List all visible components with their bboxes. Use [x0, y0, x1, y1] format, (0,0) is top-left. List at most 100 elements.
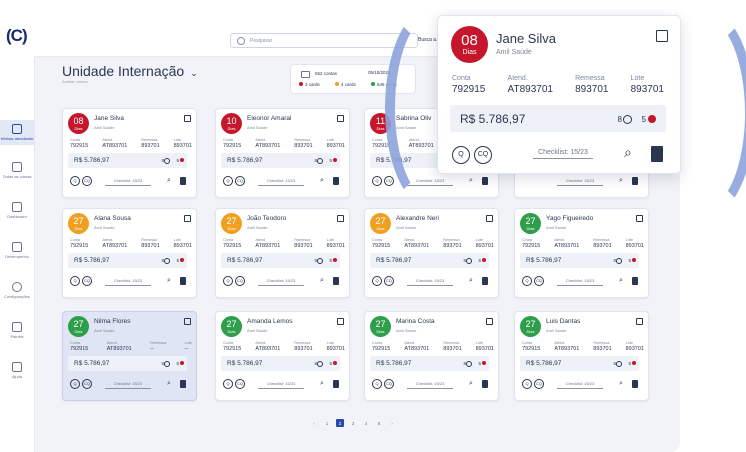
select-checkbox[interactable]	[656, 30, 668, 42]
paperclip-icon[interactable]: ⌕	[619, 277, 623, 284]
account-card[interactable]: 27 Dias Luis Dantas Amil Saúde Conta 79291…	[514, 311, 649, 401]
paperclip-icon[interactable]: ⌕	[469, 277, 473, 284]
pagination-prev[interactable]: ‹	[313, 420, 315, 426]
cq-button[interactable]: CQ	[82, 276, 92, 286]
select-checkbox[interactable]	[337, 115, 344, 122]
q-button[interactable]: Q	[223, 276, 233, 286]
select-checkbox[interactable]	[486, 215, 493, 222]
document-icon[interactable]	[482, 177, 488, 185]
sidebar-item-todas-contas[interactable]: Todas as contas	[0, 162, 34, 179]
account-card[interactable]: 27 Dias Yago Figueiredo Amil Saúde Conta 7…	[514, 208, 649, 298]
paperclip-icon[interactable]: ⌕	[167, 380, 171, 387]
select-checkbox[interactable]	[636, 215, 643, 222]
sidebar-item-ajuda[interactable]: Ajuda	[0, 362, 34, 379]
document-icon[interactable]	[180, 380, 186, 388]
date-range[interactable]: 05/10/2024	[368, 70, 391, 75]
q-button[interactable]: Q	[223, 379, 233, 389]
checklist-link[interactable]: Checklist: 15/23	[258, 278, 304, 286]
checklist-link[interactable]: Checklist: 15/23	[258, 178, 304, 186]
sidebar-item-minhas-contas[interactable]: Minhas atendiante	[0, 120, 34, 145]
checklist-link[interactable]: Checklist: 15/23	[533, 149, 593, 159]
sidebar-item-paineis[interactable]: Painéis	[0, 322, 34, 339]
sidebar-item-configuracoes[interactable]: Configurações	[0, 282, 34, 299]
account-card[interactable]: 27 Dias Nilma Flores Amil Saúde Conta 7929…	[62, 311, 197, 401]
q-button[interactable]: Q	[522, 276, 532, 286]
app-logo[interactable]: (C)	[6, 26, 28, 45]
select-checkbox[interactable]	[184, 115, 191, 122]
document-icon[interactable]	[651, 146, 663, 162]
checklist-link[interactable]: Checklist: 15/23	[407, 278, 453, 286]
document-icon[interactable]	[632, 380, 638, 388]
pagination-page[interactable]: 5	[377, 420, 381, 426]
checklist-link[interactable]: Checklist: 15/23	[407, 381, 453, 389]
account-card[interactable]: 27 Dias João Teodoro Amil Saúde Conta 7929…	[215, 208, 350, 298]
cq-button[interactable]: CQ	[384, 276, 394, 286]
document-icon[interactable]	[482, 380, 488, 388]
q-button[interactable]: Q	[372, 276, 382, 286]
select-checkbox[interactable]	[184, 215, 191, 222]
paperclip-icon[interactable]: ⌕	[624, 144, 632, 160]
document-icon[interactable]	[632, 177, 638, 185]
pagination-page[interactable]: 3	[351, 420, 355, 426]
document-icon[interactable]	[180, 177, 186, 185]
document-icon[interactable]	[632, 277, 638, 285]
card-popup[interactable]: 08 Dias Jane Silva Amil Saúde Conta 792915…	[437, 15, 681, 174]
pagination-next[interactable]: ›	[391, 420, 393, 426]
select-checkbox[interactable]	[337, 215, 344, 222]
select-checkbox[interactable]	[337, 318, 344, 325]
paperclip-icon[interactable]: ⌕	[167, 277, 171, 284]
cq-button[interactable]: CQ	[534, 379, 544, 389]
document-icon[interactable]	[333, 380, 339, 388]
cq-button[interactable]: CQ	[534, 276, 544, 286]
sidebar-item-desempenho[interactable]: Desempenho	[0, 242, 34, 259]
paperclip-icon[interactable]: ⌕	[320, 177, 324, 184]
checklist-link[interactable]: Checklist: 15/23	[557, 278, 603, 286]
document-icon[interactable]	[482, 277, 488, 285]
search-input[interactable]: Pesquisar	[230, 33, 418, 48]
q-button[interactable]: Q	[452, 146, 470, 164]
select-checkbox[interactable]	[486, 318, 493, 325]
q-button[interactable]: Q	[522, 379, 532, 389]
paperclip-icon[interactable]: ⌕	[320, 380, 324, 387]
document-icon[interactable]	[333, 177, 339, 185]
checklist-link[interactable]: Checklist: 15/23	[557, 178, 603, 186]
select-checkbox[interactable]	[636, 318, 643, 325]
checklist-link[interactable]: Checklist: 15/23	[105, 178, 151, 186]
pagination-page-current[interactable]: 2	[336, 419, 344, 427]
account-card[interactable]: 10 Dias Eleonor Amaral Amil Saúde Conta 79…	[215, 108, 350, 198]
cq-button[interactable]: CQ	[474, 146, 492, 164]
document-icon[interactable]	[180, 277, 186, 285]
checklist-link[interactable]: Checklist: 15/23	[258, 381, 304, 389]
sidebar-item-dashboard[interactable]: Dashboard	[0, 202, 34, 219]
q-button[interactable]: Q	[372, 176, 382, 186]
cq-button[interactable]: CQ	[82, 379, 92, 389]
paperclip-icon[interactable]: ⌕	[469, 380, 473, 387]
cq-button[interactable]: CQ	[384, 176, 394, 186]
paperclip-icon[interactable]: ⌕	[619, 177, 623, 184]
cq-button[interactable]: CQ	[235, 176, 245, 186]
q-button[interactable]: Q	[70, 379, 80, 389]
account-card[interactable]: 27 Dias Amanda Lemos Amil Saúde Conta 7929…	[215, 311, 350, 401]
cq-button[interactable]: CQ	[235, 276, 245, 286]
paperclip-icon[interactable]: ⌕	[469, 177, 473, 184]
page-title[interactable]: Unidade Internação ⌄	[62, 63, 198, 79]
paperclip-icon[interactable]: ⌕	[167, 177, 171, 184]
checklist-link[interactable]: Checklist: 15/23	[105, 381, 151, 389]
checklist-link[interactable]: Checklist: 15/23	[557, 381, 603, 389]
q-button[interactable]: Q	[70, 276, 80, 286]
cq-button[interactable]: CQ	[384, 379, 394, 389]
cq-button[interactable]: CQ	[82, 176, 92, 186]
q-button[interactable]: Q	[70, 176, 80, 186]
paperclip-icon[interactable]: ⌕	[619, 380, 623, 387]
pagination-page[interactable]: 4	[364, 420, 368, 426]
checklist-link[interactable]: Checklist: 15/23	[105, 278, 151, 286]
account-card[interactable]: 08 Dias Jane Silva Amil Saúde Conta 792915…	[62, 108, 197, 198]
pagination-page[interactable]: 1	[325, 420, 329, 426]
chevron-down-icon[interactable]: ⌄	[190, 68, 198, 78]
document-icon[interactable]	[333, 277, 339, 285]
account-card[interactable]: 27 Dias Alana Sousa Amil Saúde Conta 79291…	[62, 208, 197, 298]
cq-button[interactable]: CQ	[235, 379, 245, 389]
q-button[interactable]: Q	[372, 379, 382, 389]
q-button[interactable]: Q	[223, 176, 233, 186]
paperclip-icon[interactable]: ⌕	[320, 277, 324, 284]
